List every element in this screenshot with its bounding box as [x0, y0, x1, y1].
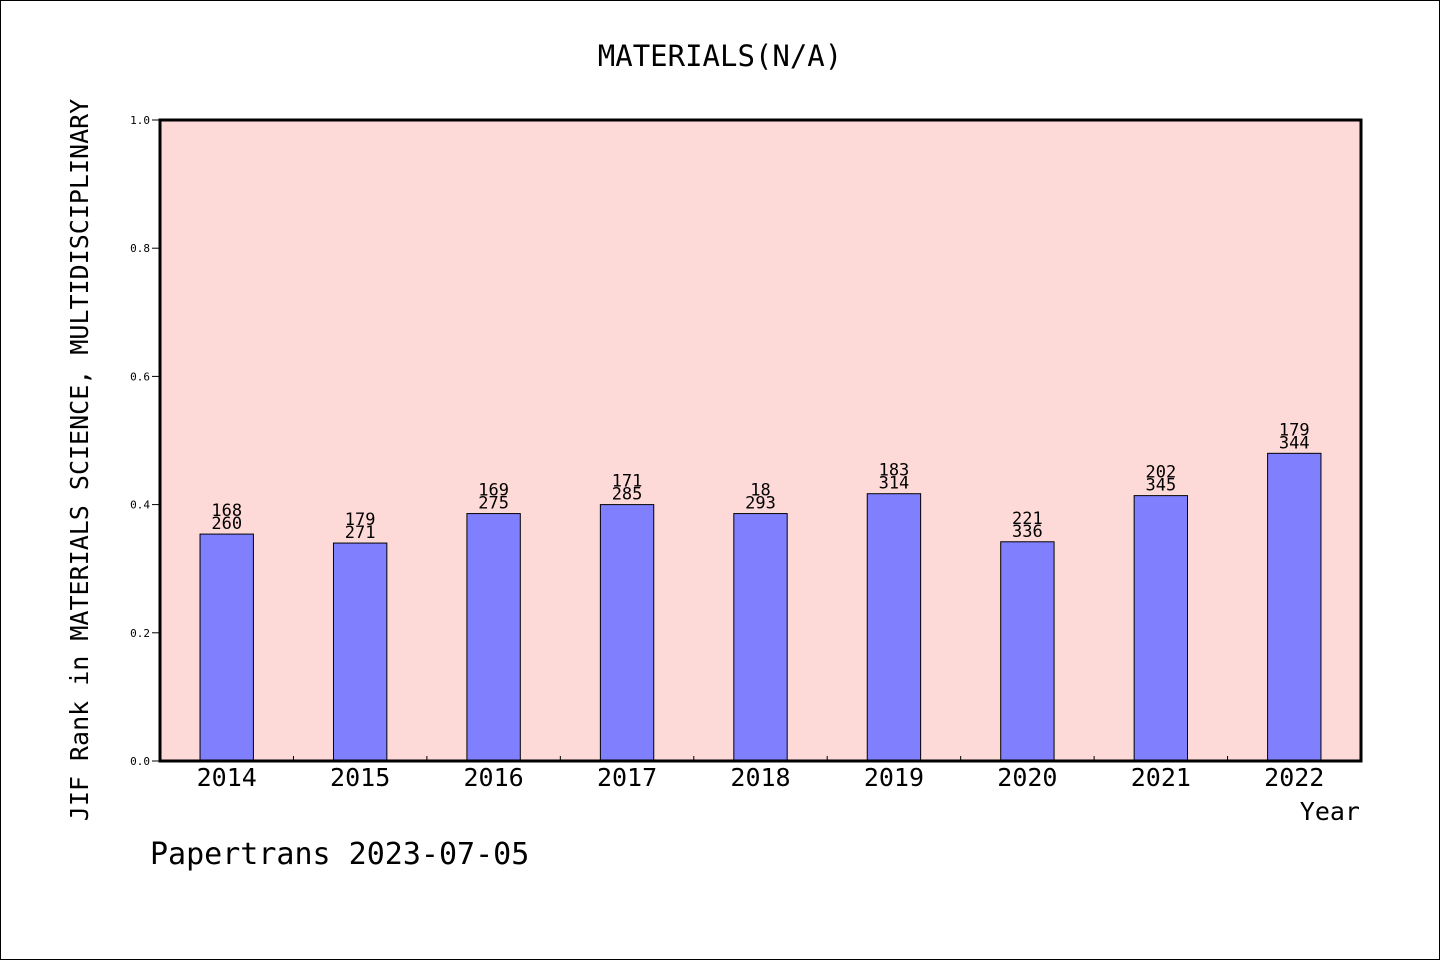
x-tick-label: 2016	[464, 763, 524, 792]
bar-total-label: 344	[1279, 433, 1310, 453]
y-tick-label: 0.8	[130, 242, 150, 255]
bar-2017	[599, 504, 655, 762]
bar-rank-label: 179	[345, 510, 376, 530]
y-tick-label: 1.0	[130, 114, 150, 127]
bars-group	[199, 452, 1322, 762]
bar-2018	[733, 513, 788, 762]
bar-total-label: 336	[1012, 522, 1043, 542]
x-tick-label: 2017	[597, 763, 657, 792]
y-tick-label: 0.4	[130, 499, 150, 512]
bar-rank-label: 169	[478, 481, 509, 501]
x-tick-label: 2021	[1131, 763, 1191, 792]
x-tick-label: 2018	[730, 763, 790, 792]
bar-total-label: 285	[612, 485, 643, 505]
chart-title: MATERIALS(N/A)	[598, 39, 842, 73]
y-axis-label: JIF Rank in MATERIALS SCIENCE, MULTIDISC…	[65, 99, 94, 821]
bar-rank-label: 183	[879, 461, 910, 481]
bar-2014	[199, 533, 254, 762]
bar-total-label: 293	[745, 494, 776, 514]
y-tick-label: 0.2	[130, 627, 150, 640]
x-tick-label: 2019	[864, 763, 924, 792]
bar-total-label: 345	[1145, 476, 1176, 496]
plot-border	[158, 118, 1363, 763]
x-axis-label: Year	[1300, 797, 1360, 826]
bar-rank-label: 168	[211, 501, 242, 521]
x-axis: 2014 2015 2016 2017 2018 2019 2020 2021 2022	[197, 756, 1324, 792]
bar-rank-label: 18	[750, 481, 770, 501]
x-tick-label: 2022	[1264, 763, 1324, 792]
bar-total-label: 260	[211, 514, 242, 534]
bar-total-label: 314	[879, 474, 910, 494]
x-tick-label: 2020	[997, 763, 1057, 792]
bar-rank-label: 171	[612, 472, 643, 492]
bar-2015	[332, 542, 388, 762]
x-tick-label: 2015	[330, 763, 390, 792]
bar-total-label: 275	[478, 494, 509, 514]
bar-2016	[466, 513, 521, 762]
bar-2020	[1000, 541, 1055, 762]
bar-2022	[1267, 452, 1322, 762]
y-tick-label: 0.6	[130, 370, 150, 383]
y-axis: 0.0 0.2 0.4 0.6 0.8 1.0	[130, 114, 160, 768]
bar-total-label: 271	[345, 523, 376, 543]
x-tick-label: 2014	[197, 763, 257, 792]
bar-rank-label: 221	[1012, 509, 1043, 529]
watermark-text: Papertrans 2023-07-05	[150, 837, 529, 872]
bar-rank-label: 179	[1279, 420, 1310, 440]
bar-2021	[1133, 495, 1189, 762]
bar-rank-label: 202	[1145, 463, 1176, 483]
bar-2019	[866, 493, 922, 762]
y-tick-label: 0.0	[130, 755, 150, 768]
